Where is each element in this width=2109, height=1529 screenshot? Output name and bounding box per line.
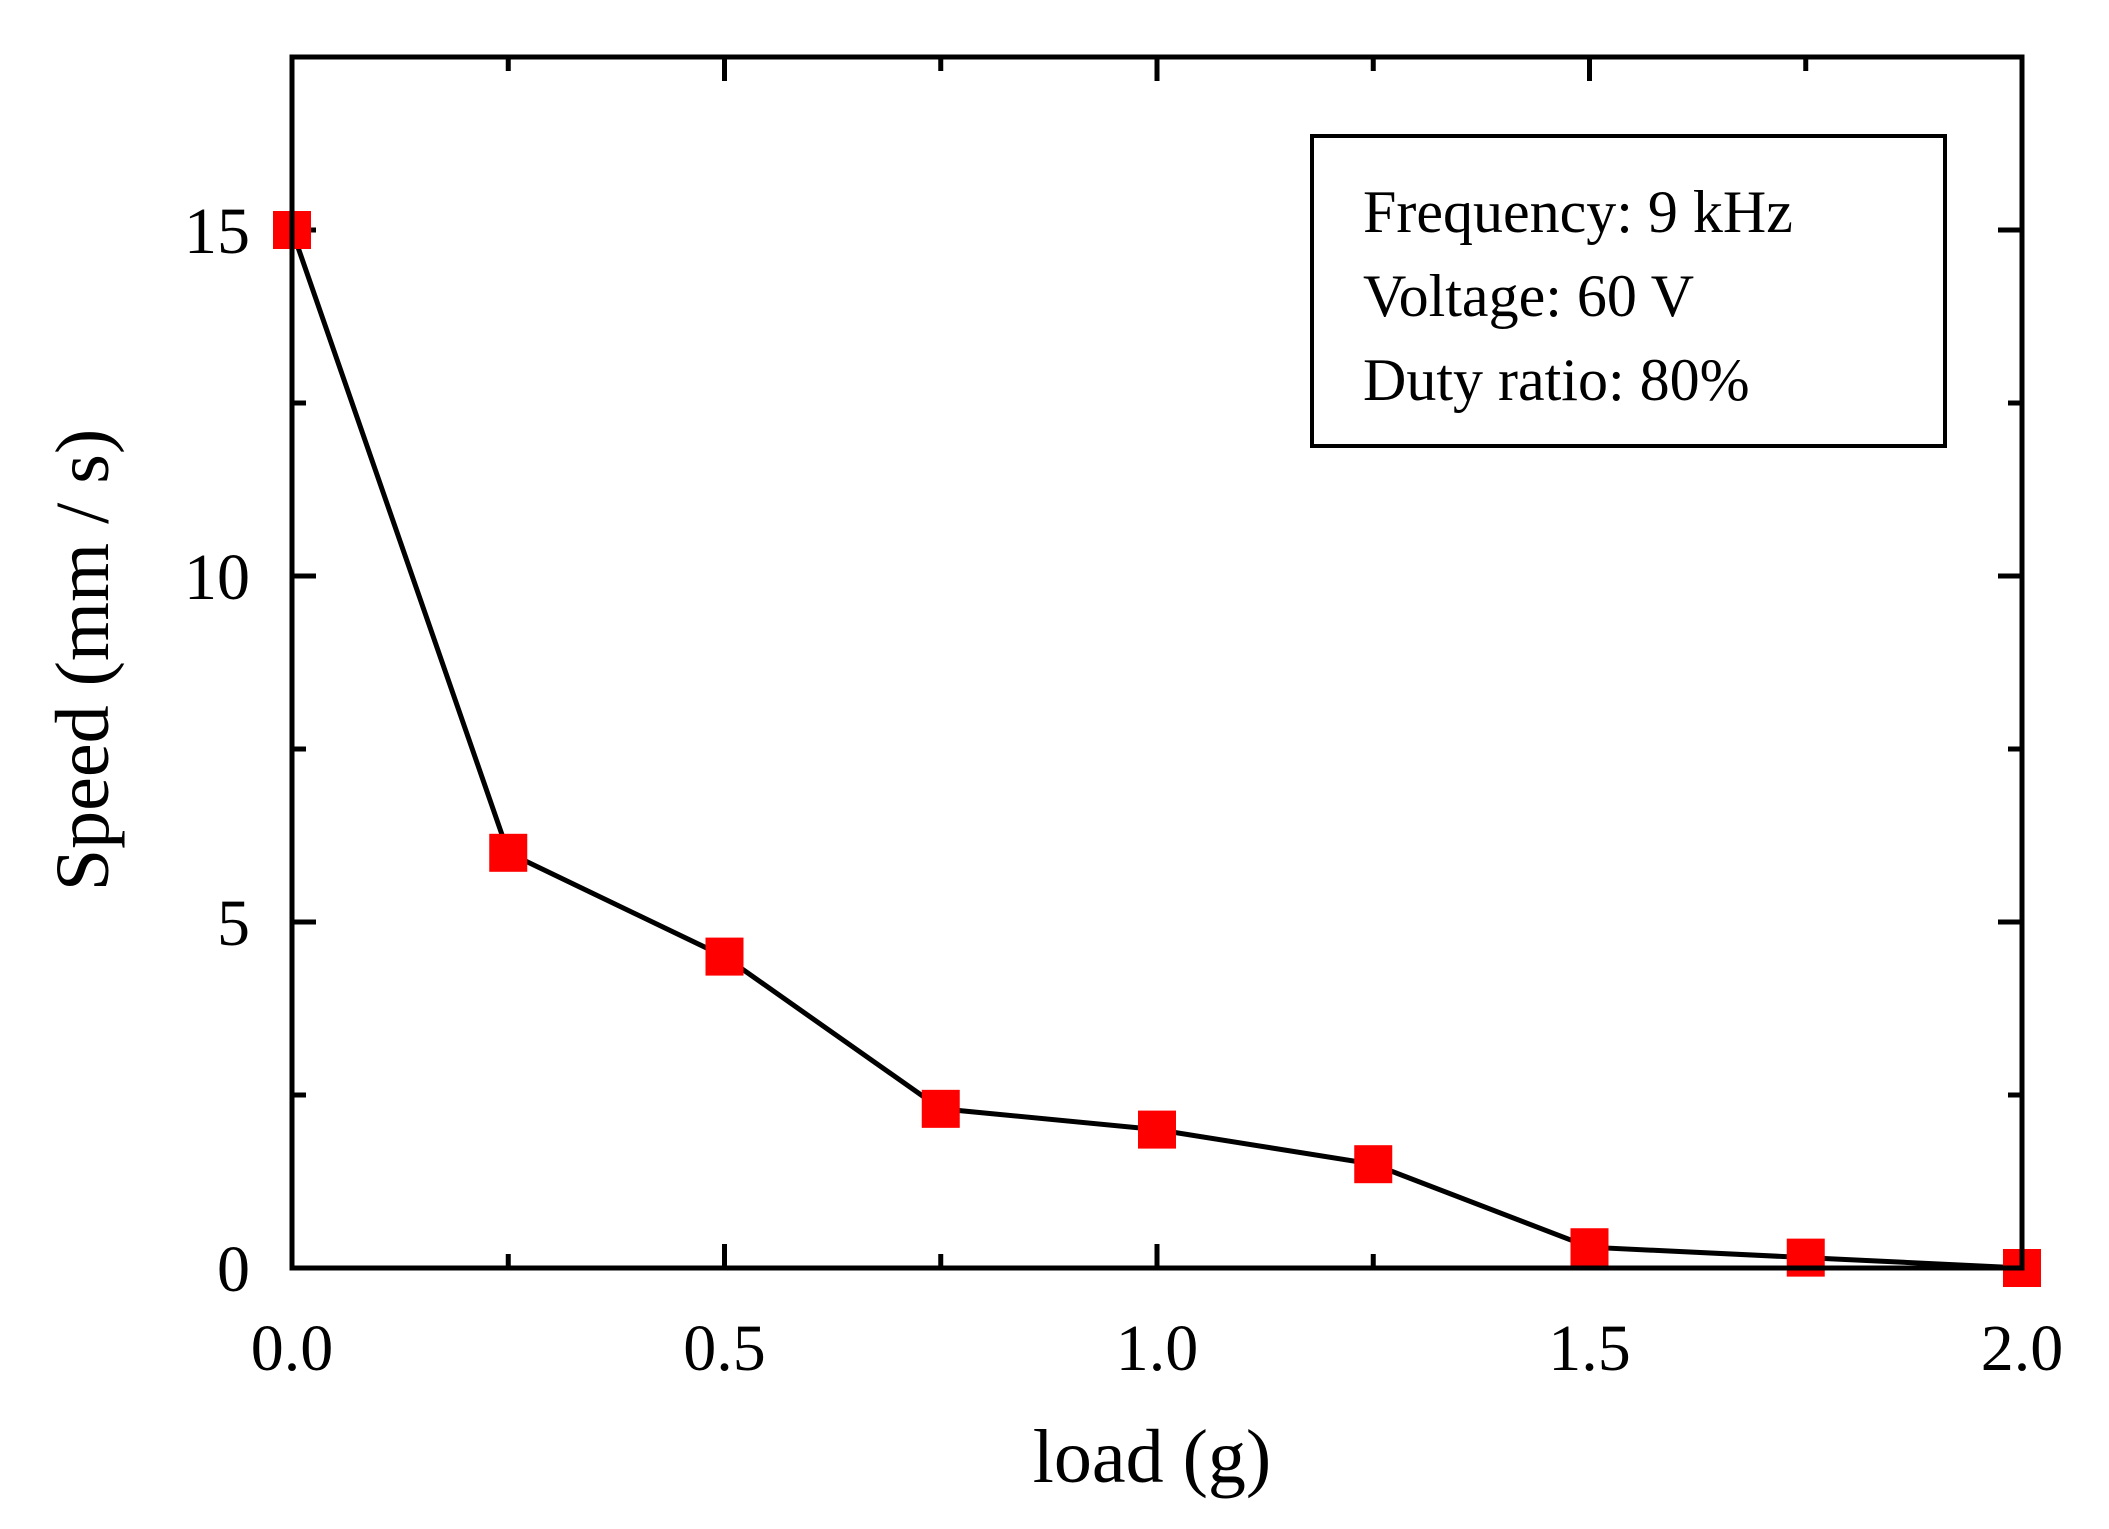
data-point <box>489 833 528 872</box>
data-point <box>1354 1145 1393 1184</box>
data-point <box>705 937 744 976</box>
data-point <box>921 1089 960 1128</box>
x-axis-title: load (g) <box>1033 1415 1271 1499</box>
data-point <box>1786 1238 1825 1277</box>
annotation-duty-ratio: Duty ratio: 80% <box>1363 347 1750 413</box>
y-tick-label: 15 <box>184 195 250 268</box>
tick-labels: 0.0 0.5 1.0 1.5 2.0 0 5 10 15 <box>184 195 2063 1385</box>
y-axis-title: Speed (mm / s) <box>41 429 125 891</box>
x-tick-label: 2.0 <box>1981 1312 2064 1385</box>
annotation-frequency: Frequency: 9 kHz <box>1363 179 1793 245</box>
x-tick-label: 0.5 <box>683 1312 766 1385</box>
data-point <box>1570 1228 1609 1267</box>
x-tick-label: 1.0 <box>1116 1312 1199 1385</box>
annotation-box-frame <box>1310 134 1947 448</box>
y-tick-label: 10 <box>184 541 250 614</box>
x-tick-label: 1.5 <box>1548 1312 1631 1385</box>
y-tick-label: 0 <box>217 1233 250 1306</box>
data-series <box>273 211 2041 1287</box>
y-tick-label: 5 <box>217 887 250 960</box>
annotation-box: Frequency: 9 kHz Voltage: 60 V Duty rati… <box>1310 134 1947 448</box>
data-point <box>1138 1110 1176 1149</box>
plot-frame <box>289 54 2025 1271</box>
annotation-voltage: Voltage: 60 V <box>1363 263 1694 329</box>
x-tick-label: 0.0 <box>251 1312 334 1385</box>
